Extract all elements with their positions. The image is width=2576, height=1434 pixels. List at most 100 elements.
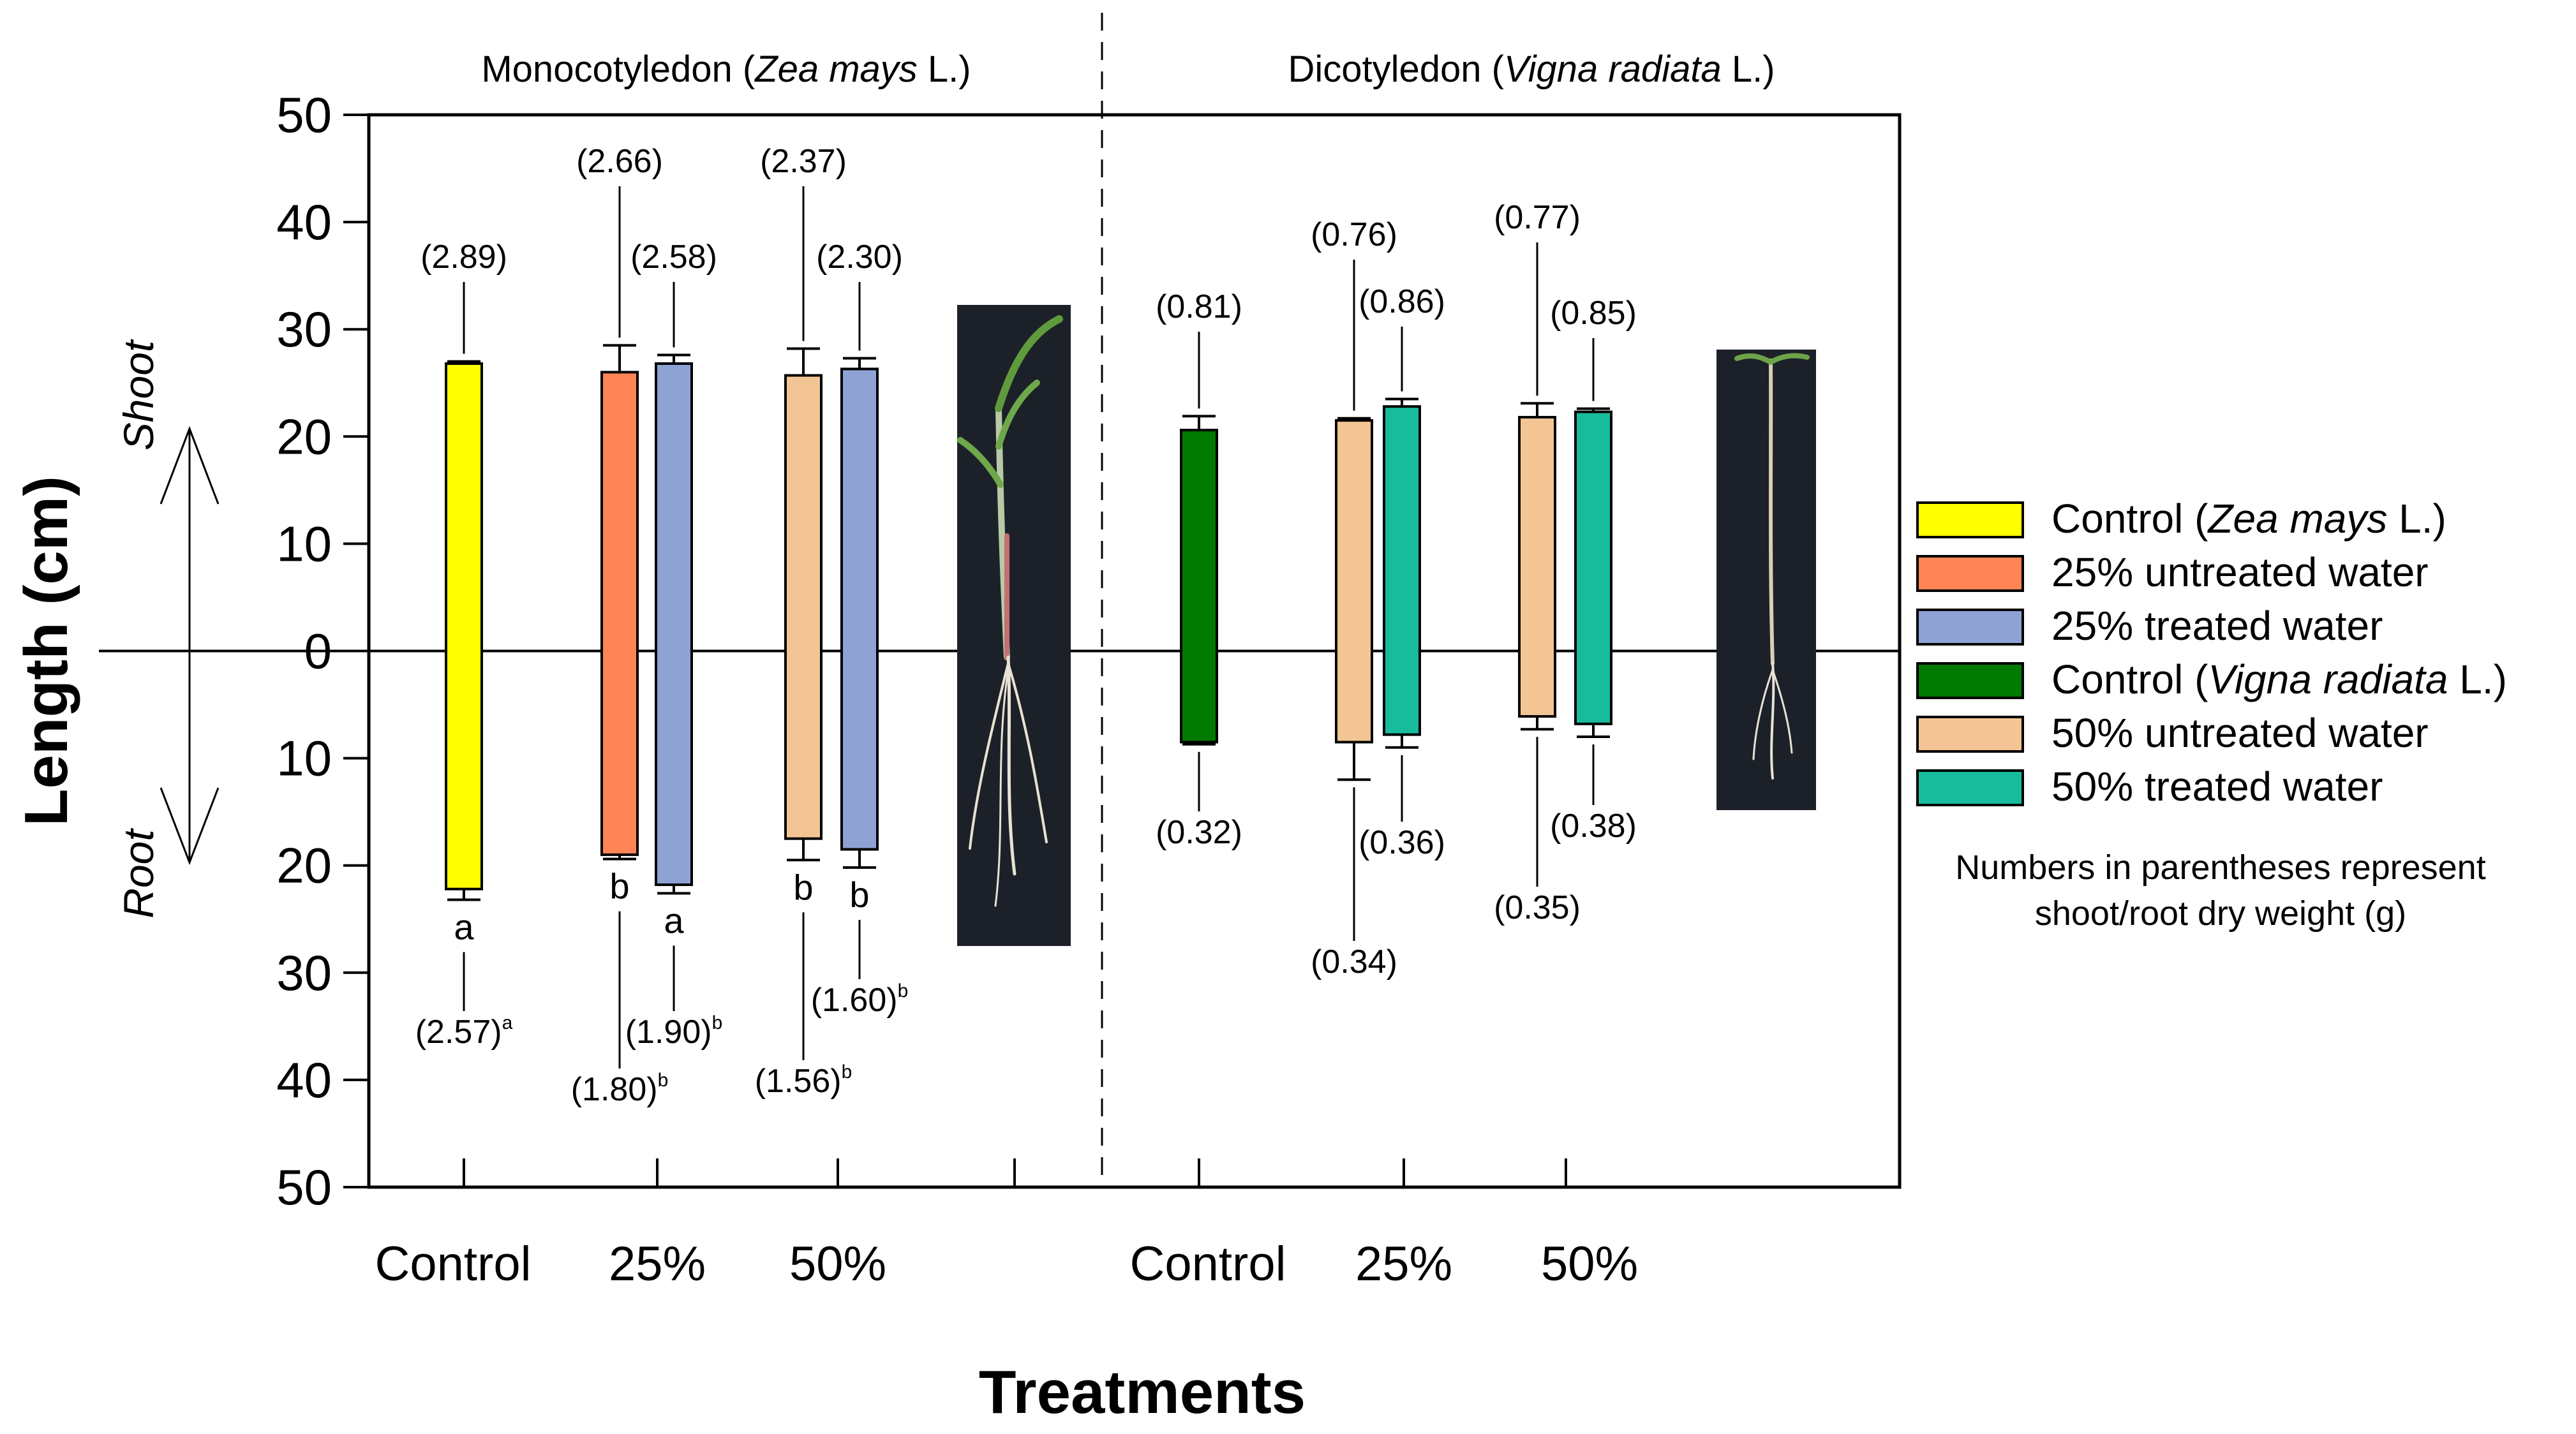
legend-text: 50% treated water xyxy=(2051,764,2383,809)
root-weight-value: (0.38) xyxy=(1550,808,1637,845)
root-weight-label: (1.80)b xyxy=(571,1070,669,1108)
root-weight-value: (0.36) xyxy=(1359,824,1445,861)
panel-title-prefix: Dicotyledon ( xyxy=(1288,48,1503,90)
legend-text: 25% treated water xyxy=(2051,603,2383,649)
root-weight-label: (1.60)b xyxy=(811,980,909,1019)
shoot-weight-label: (0.76) xyxy=(1311,216,1397,253)
legend-text: Control ( xyxy=(2051,656,2208,702)
legend-suffix: L.) xyxy=(2448,656,2506,702)
bar-50-untreated-water xyxy=(784,374,823,840)
legend-swatch xyxy=(1916,555,2024,592)
root-significance-letter: b xyxy=(793,867,813,907)
vigna-root xyxy=(1752,669,1774,760)
photo-background xyxy=(957,305,1071,946)
seedling-photo-zea xyxy=(957,305,1071,946)
root-weight-superscript: b xyxy=(712,1012,723,1033)
seedling-photo-vigna xyxy=(1716,350,1816,810)
legend-text: 50% untreated water xyxy=(2051,710,2429,756)
zea-leaf xyxy=(995,315,1063,412)
root-weight-value: (1.90) xyxy=(625,1014,712,1051)
legend-swatch xyxy=(1916,769,2024,806)
root-weight-superscript: b xyxy=(898,980,909,1002)
bar-50-untreated-water xyxy=(1335,419,1373,744)
shoot-weight-label: (0.86) xyxy=(1359,283,1445,320)
vigna-leaf xyxy=(1768,353,1810,365)
root-weight-superscript: b xyxy=(842,1061,852,1083)
zea-root xyxy=(994,669,1009,907)
root-weight-value: (0.35) xyxy=(1494,889,1581,926)
legend-swatch xyxy=(1916,501,2024,538)
root-weight-label: (1.56)b xyxy=(755,1061,852,1100)
root-weight-value: (0.32) xyxy=(1156,814,1242,851)
panel-title-suffix: L.) xyxy=(918,48,971,90)
root-weight-value: (0.34) xyxy=(1311,943,1397,980)
bar-50-treated-water xyxy=(1574,410,1612,725)
legend-entry: 25% treated water xyxy=(2051,603,2383,649)
legend-suffix: L.) xyxy=(2387,496,2446,542)
y-tick-label: 30 xyxy=(276,945,332,1001)
root-weight-value: (1.56) xyxy=(755,1063,842,1100)
shoot-weight-label: (2.58) xyxy=(630,239,717,276)
shoot-label: Shoot xyxy=(115,339,162,450)
shoot-weight-label: (0.77) xyxy=(1494,199,1581,236)
zea-root xyxy=(1006,655,1016,876)
bar-control-zea-mays-l xyxy=(445,362,483,891)
shoot-weight-label: (2.30) xyxy=(816,239,903,276)
y-tick-label: 20 xyxy=(276,408,332,464)
root-weight-label: (2.57)a xyxy=(415,1012,513,1051)
bar-50-treated-water xyxy=(1383,405,1421,736)
legend-swatch xyxy=(1916,609,2024,646)
photo-background xyxy=(1716,350,1816,810)
legend-swatch xyxy=(1916,662,2024,699)
legend-entry: 50% treated water xyxy=(2051,764,2383,809)
root-significance-letter: a xyxy=(664,900,684,940)
root-significance-letter: b xyxy=(609,866,629,906)
legend-entry: Control (Vigna radiata L.) xyxy=(2051,656,2507,702)
y-tick-label: 20 xyxy=(276,838,332,894)
panel-title-suffix: L.) xyxy=(1722,48,1775,90)
x-category-label: Control xyxy=(375,1237,532,1291)
root-arrow xyxy=(160,651,220,866)
root-weight-value: (2.57) xyxy=(415,1014,502,1051)
vigna-leaf xyxy=(1734,353,1773,365)
legend-swatch xyxy=(1916,716,2024,753)
root-significance-letter: b xyxy=(849,875,869,915)
root-weight-label: (0.34) xyxy=(1311,943,1397,980)
root-weight-label: (0.35) xyxy=(1494,889,1581,926)
x-category-label: 50% xyxy=(789,1237,886,1291)
legend-species: Vigna radiata xyxy=(2208,656,2448,702)
y-tick-label: 40 xyxy=(276,194,332,250)
root-significance-letter: a xyxy=(454,906,474,947)
legend-note-line: shoot/root dry weight (g) xyxy=(2035,894,2406,933)
x-axis-title: Treatments xyxy=(979,1358,1306,1426)
y-tick-label: 10 xyxy=(276,730,332,787)
bar-50-untreated-water xyxy=(1518,416,1556,718)
panel-title-prefix: Monocotyledon ( xyxy=(481,48,755,90)
vigna-stem xyxy=(1769,358,1775,665)
shoot-arrow xyxy=(160,425,220,651)
zea-root xyxy=(969,662,1009,850)
root-weight-value: (1.60) xyxy=(811,982,898,1019)
legend-note-line: Numbers in parentheses represent xyxy=(1955,848,2485,887)
root-label: Root xyxy=(115,828,162,919)
y-tick-label: 40 xyxy=(276,1052,332,1108)
legend-entry: Control (Zea mays L.) xyxy=(2051,496,2446,542)
panel-title-species: Vigna radiata xyxy=(1504,48,1722,90)
root-weight-value: (1.80) xyxy=(571,1071,658,1108)
x-category-label: 25% xyxy=(1355,1237,1452,1291)
vigna-root xyxy=(1771,669,1793,754)
y-tick-label: 50 xyxy=(276,87,332,143)
legend-species: Zea mays xyxy=(2207,496,2387,542)
bar-control-vigna-radiata-l xyxy=(1180,429,1218,744)
root-weight-superscript: a xyxy=(502,1012,513,1033)
shoot-weight-label: (0.81) xyxy=(1156,288,1242,325)
bar-25-treated-water xyxy=(840,367,879,851)
root-weight-label: (1.90)b xyxy=(625,1012,723,1051)
x-category-label: Control xyxy=(1130,1237,1286,1291)
root-weight-label: (0.38) xyxy=(1550,808,1637,845)
x-category-label: 50% xyxy=(1541,1237,1638,1291)
panel-title-species: Zea mays xyxy=(754,48,918,90)
panel-title: Dicotyledon (Vigna radiata L.) xyxy=(1288,48,1775,90)
legend-text: Control ( xyxy=(2051,496,2208,542)
